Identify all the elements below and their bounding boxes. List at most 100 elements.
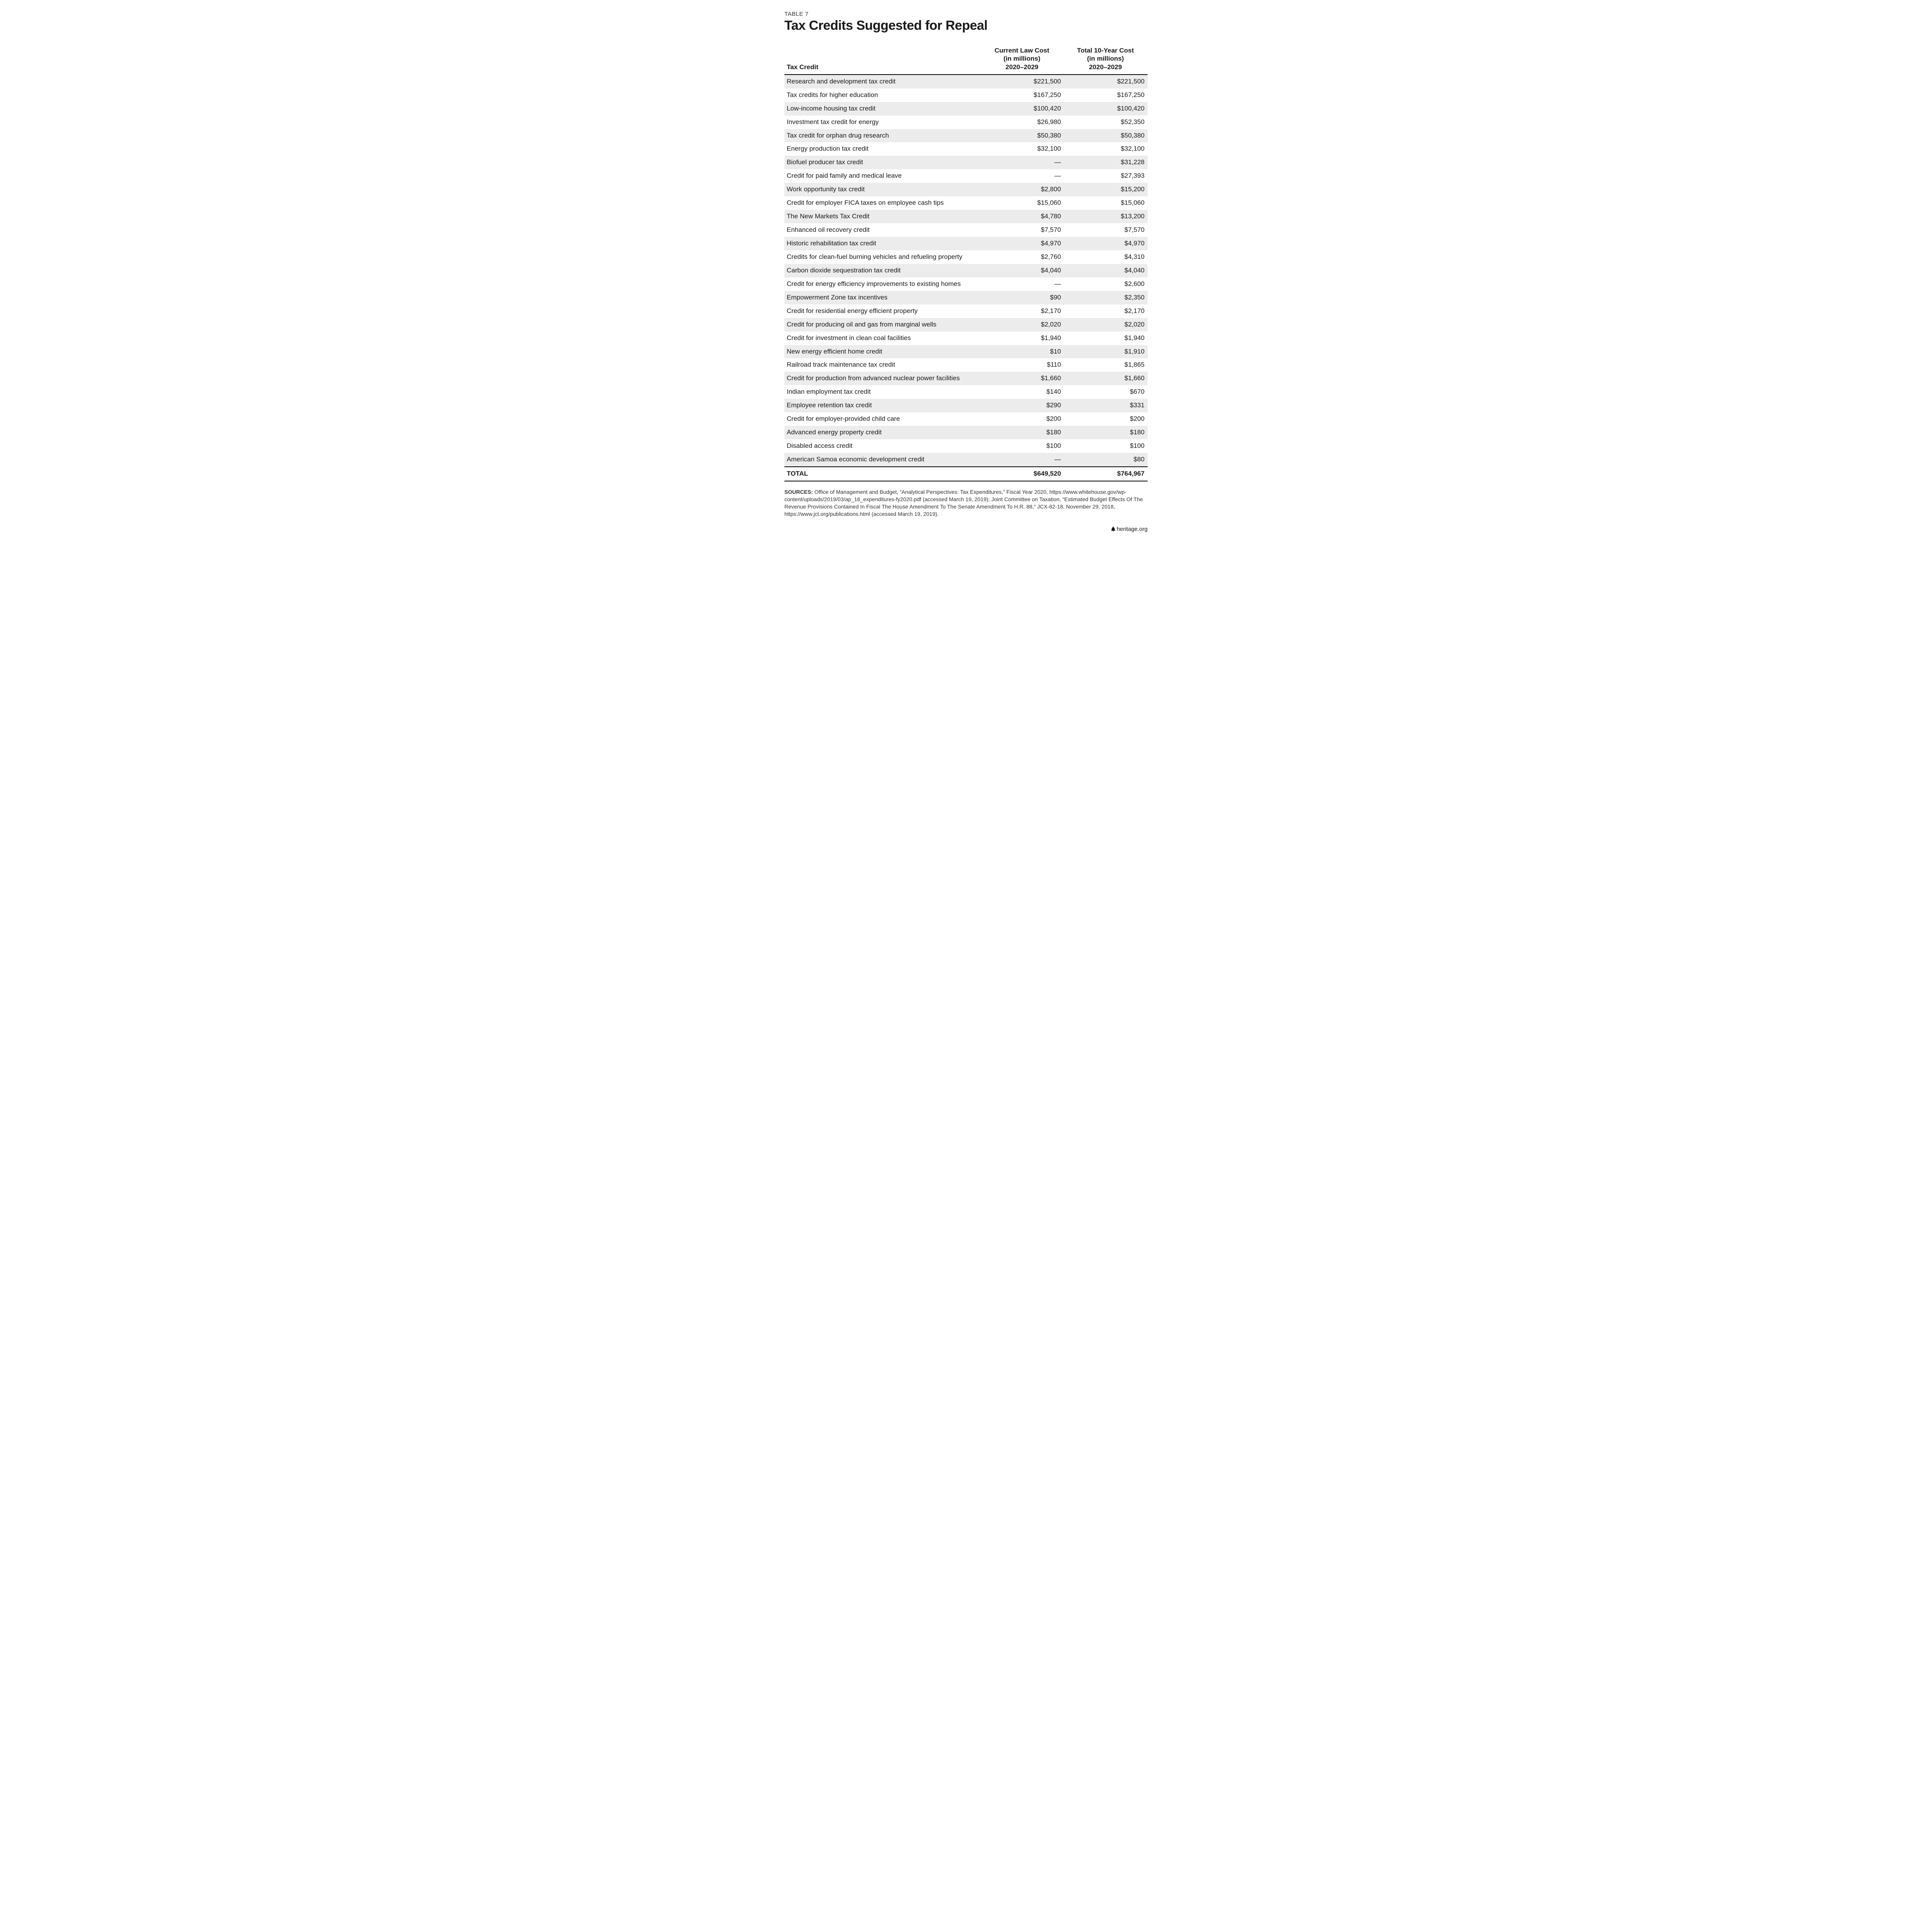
cell-tax-credit-name: Credit for employer-provided child care [784, 412, 981, 426]
cell-tax-credit-name: Research and development tax credit [784, 75, 981, 88]
table-row: Low-income housing tax credit$100,420$10… [784, 102, 1148, 116]
cell-total-cost: $80 [1064, 453, 1148, 467]
cell-current-cost: $1,940 [981, 332, 1064, 345]
cell-current-cost: $32,100 [981, 142, 1064, 156]
cell-tax-credit-name: Employee retention tax credit [784, 399, 981, 412]
table-row: American Samoa economic development cred… [784, 453, 1148, 467]
cell-tax-credit-name: Enhanced oil recovery credit [784, 223, 981, 237]
cell-total-cost: $670 [1064, 385, 1148, 399]
cell-total-cost: $200 [1064, 412, 1148, 426]
cell-current-cost: — [981, 277, 1064, 291]
table-body: Research and development tax credit$221,… [784, 75, 1148, 481]
cell-tax-credit-name: Empowerment Zone tax incentives [784, 291, 981, 304]
cell-total-cost: $27,393 [1064, 169, 1148, 183]
cell-current-cost: $10 [981, 345, 1064, 359]
table-row: Historic rehabilitation tax credit$4,970… [784, 237, 1148, 250]
cell-current-cost: $4,970 [981, 237, 1064, 250]
table-row: Investment tax credit for energy$26,980$… [784, 116, 1148, 129]
col-header-line: Current Law Cost [995, 47, 1049, 54]
table-row: Credit for paid family and medical leave… [784, 169, 1148, 183]
col-header-total-cost: Total 10-Year Cost (in millions) 2020–20… [1064, 44, 1148, 75]
cell-tax-credit-name: Indian employment tax credit [784, 385, 981, 399]
table-row: Carbon dioxide sequestration tax credit$… [784, 264, 1148, 277]
cell-total-cost: $7,570 [1064, 223, 1148, 237]
table-row: Indian employment tax credit$140$670 [784, 385, 1148, 399]
cell-tax-credit-name: Tax credit for orphan drug research [784, 129, 981, 143]
table-label: TABLE 7 [784, 11, 1148, 17]
cell-total-cost: $100,420 [1064, 102, 1148, 116]
cell-total-cost: $13,200 [1064, 210, 1148, 223]
col-header-line: 2020–2029 [1005, 63, 1038, 71]
cell-tax-credit-name: Credit for producing oil and gas from ma… [784, 318, 981, 332]
cell-total-10yr: $764,967 [1064, 467, 1148, 481]
col-header-name: Tax Credit [784, 44, 981, 75]
cell-total-cost: $15,200 [1064, 183, 1148, 196]
cell-total-cost: $32,100 [1064, 142, 1148, 156]
table-row: Empowerment Zone tax incentives$90$2,350 [784, 291, 1148, 304]
table-row: Tax credit for orphan drug research$50,3… [784, 129, 1148, 143]
page: TABLE 7 Tax Credits Suggested for Repeal… [777, 0, 1155, 537]
table-row: The New Markets Tax Credit$4,780$13,200 [784, 210, 1148, 223]
cell-current-cost: $2,800 [981, 183, 1064, 196]
col-header-line: Total 10-Year Cost [1077, 47, 1134, 54]
col-header-line: (in millions) [1003, 55, 1040, 62]
table-row: Credit for energy efficiency improvement… [784, 277, 1148, 291]
cell-total-cost: $52,350 [1064, 116, 1148, 129]
table-row: Research and development tax credit$221,… [784, 75, 1148, 88]
cell-tax-credit-name: Credits for clean-fuel burning vehicles … [784, 250, 981, 264]
cell-tax-credit-name: The New Markets Tax Credit [784, 210, 981, 223]
table-row: Disabled access credit$100$100 [784, 439, 1148, 453]
col-header-line: (in millions) [1087, 55, 1124, 62]
cell-tax-credit-name: Energy production tax credit [784, 142, 981, 156]
cell-tax-credit-name: Work opportunity tax credit [784, 183, 981, 196]
cell-tax-credit-name: Historic rehabilitation tax credit [784, 237, 981, 250]
cell-total-cost: $31,228 [1064, 156, 1148, 169]
col-header-line: 2020–2029 [1089, 63, 1122, 71]
cell-current-cost: $100 [981, 439, 1064, 453]
cell-current-cost: $221,500 [981, 75, 1064, 88]
footer: heritage.org [784, 526, 1148, 533]
cell-current-cost: $200 [981, 412, 1064, 426]
table-row: Credit for employer-provided child care$… [784, 412, 1148, 426]
cell-total-label: TOTAL [784, 467, 981, 481]
cell-tax-credit-name: Credit for employer FICA taxes on employ… [784, 196, 981, 210]
table-total-row: TOTAL$649,520$764,967 [784, 467, 1148, 481]
table-row: Work opportunity tax credit$2,800$15,200 [784, 183, 1148, 196]
cell-current-cost: $50,380 [981, 129, 1064, 143]
cell-total-cost: $180 [1064, 426, 1148, 439]
cell-total-cost: $100 [1064, 439, 1148, 453]
cell-current-cost: — [981, 156, 1064, 169]
cell-total-cost: $15,060 [1064, 196, 1148, 210]
cell-current-cost: $15,060 [981, 196, 1064, 210]
cell-current-cost: $90 [981, 291, 1064, 304]
sources-lead: SOURCES: [784, 489, 813, 495]
cell-current-cost: $4,040 [981, 264, 1064, 277]
table-row: Employee retention tax credit$290$331 [784, 399, 1148, 412]
table-row: Energy production tax credit$32,100$32,1… [784, 142, 1148, 156]
tax-credit-table: Tax Credit Current Law Cost (in millions… [784, 44, 1148, 481]
cell-current-cost: $26,980 [981, 116, 1064, 129]
table-row: New energy efficient home credit$10$1,91… [784, 345, 1148, 359]
cell-total-current: $649,520 [981, 467, 1064, 481]
cell-total-cost: $1,940 [1064, 332, 1148, 345]
table-row: Biofuel producer tax credit—$31,228 [784, 156, 1148, 169]
cell-total-cost: $1,910 [1064, 345, 1148, 359]
cell-current-cost: $290 [981, 399, 1064, 412]
cell-total-cost: $4,970 [1064, 237, 1148, 250]
cell-total-cost: $331 [1064, 399, 1148, 412]
cell-total-cost: $2,020 [1064, 318, 1148, 332]
cell-total-cost: $2,600 [1064, 277, 1148, 291]
table-row: Credit for residential energy efficient … [784, 304, 1148, 318]
cell-current-cost: — [981, 453, 1064, 467]
cell-tax-credit-name: Credit for residential energy efficient … [784, 304, 981, 318]
col-header-current-cost: Current Law Cost (in millions) 2020–2029 [981, 44, 1064, 75]
cell-current-cost: $180 [981, 426, 1064, 439]
cell-current-cost: $110 [981, 358, 1064, 372]
sources: SOURCES: Office of Management and Budget… [784, 488, 1148, 518]
table-row: Advanced energy property credit$180$180 [784, 426, 1148, 439]
cell-tax-credit-name: Investment tax credit for energy [784, 116, 981, 129]
cell-current-cost: — [981, 169, 1064, 183]
table-row: Credit for production from advanced nucl… [784, 372, 1148, 385]
table-row: Credit for producing oil and gas from ma… [784, 318, 1148, 332]
cell-total-cost: $4,040 [1064, 264, 1148, 277]
